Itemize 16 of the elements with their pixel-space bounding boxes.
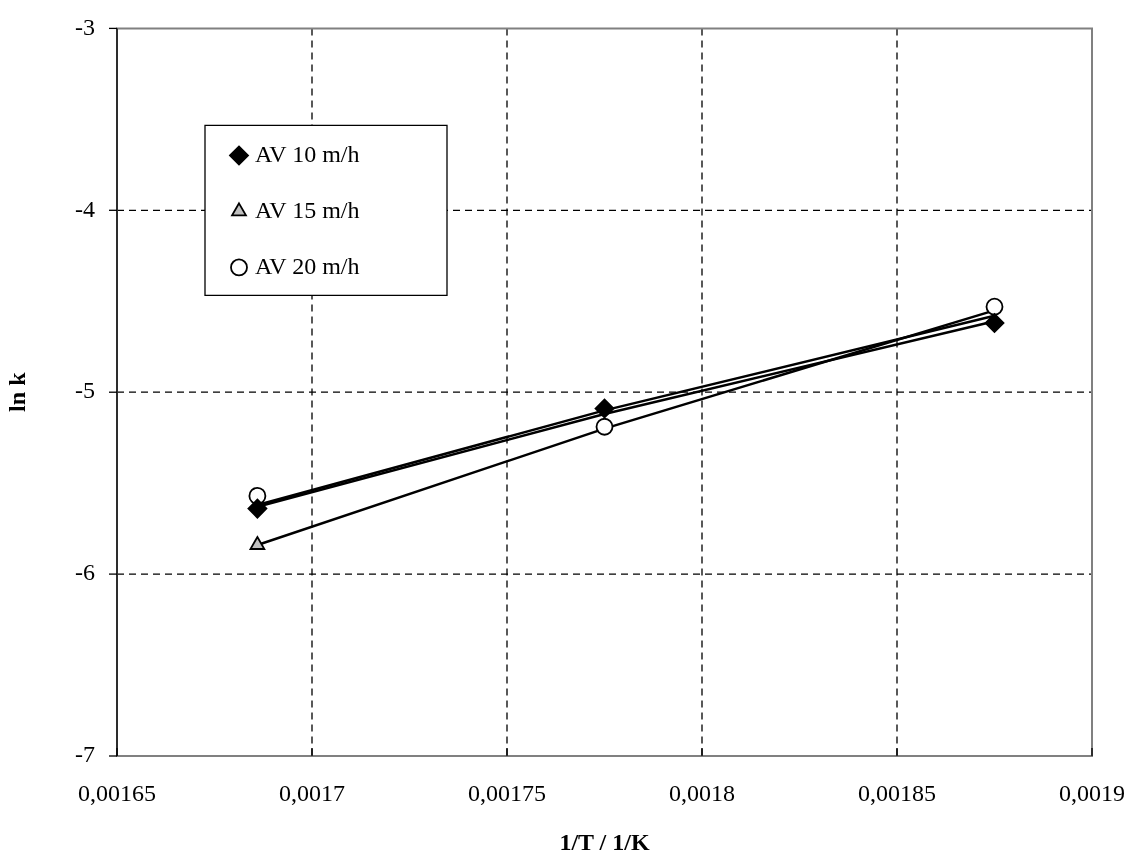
legend-label: AV 15 m/h bbox=[255, 196, 360, 223]
x-tick-label: 0,0018 bbox=[669, 779, 735, 806]
y-axis-title: ln k bbox=[3, 371, 30, 412]
x-tick-label: 0,00185 bbox=[858, 779, 936, 806]
y-tick-label: -3 bbox=[75, 13, 95, 40]
x-tick-label: 0,00175 bbox=[468, 779, 546, 806]
x-tick-label: 0,00165 bbox=[78, 779, 156, 806]
x-tick-label: 0,0019 bbox=[1059, 779, 1125, 806]
x-axis-title: 1/T / 1/K bbox=[559, 828, 650, 855]
legend-label: AV 20 m/h bbox=[255, 252, 360, 279]
y-tick-label: -7 bbox=[75, 741, 95, 768]
x-tick-label: 0,0017 bbox=[279, 779, 345, 806]
y-tick-label: -5 bbox=[75, 377, 95, 404]
legend-label: AV 10 m/h bbox=[255, 140, 360, 167]
y-tick-label: -4 bbox=[75, 195, 95, 222]
y-tick-label: -6 bbox=[75, 559, 95, 586]
